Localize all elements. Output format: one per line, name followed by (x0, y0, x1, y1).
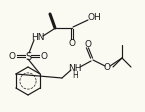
Text: O: O (85, 40, 91, 49)
Text: OH: OH (87, 13, 101, 22)
Text: NH: NH (68, 64, 82, 73)
Text: H: H (72, 70, 78, 79)
Text: O: O (9, 52, 16, 61)
Text: O: O (68, 39, 76, 48)
Text: O: O (40, 52, 48, 61)
Text: S: S (25, 52, 31, 61)
Text: HN: HN (31, 33, 45, 42)
Text: O: O (104, 63, 110, 72)
